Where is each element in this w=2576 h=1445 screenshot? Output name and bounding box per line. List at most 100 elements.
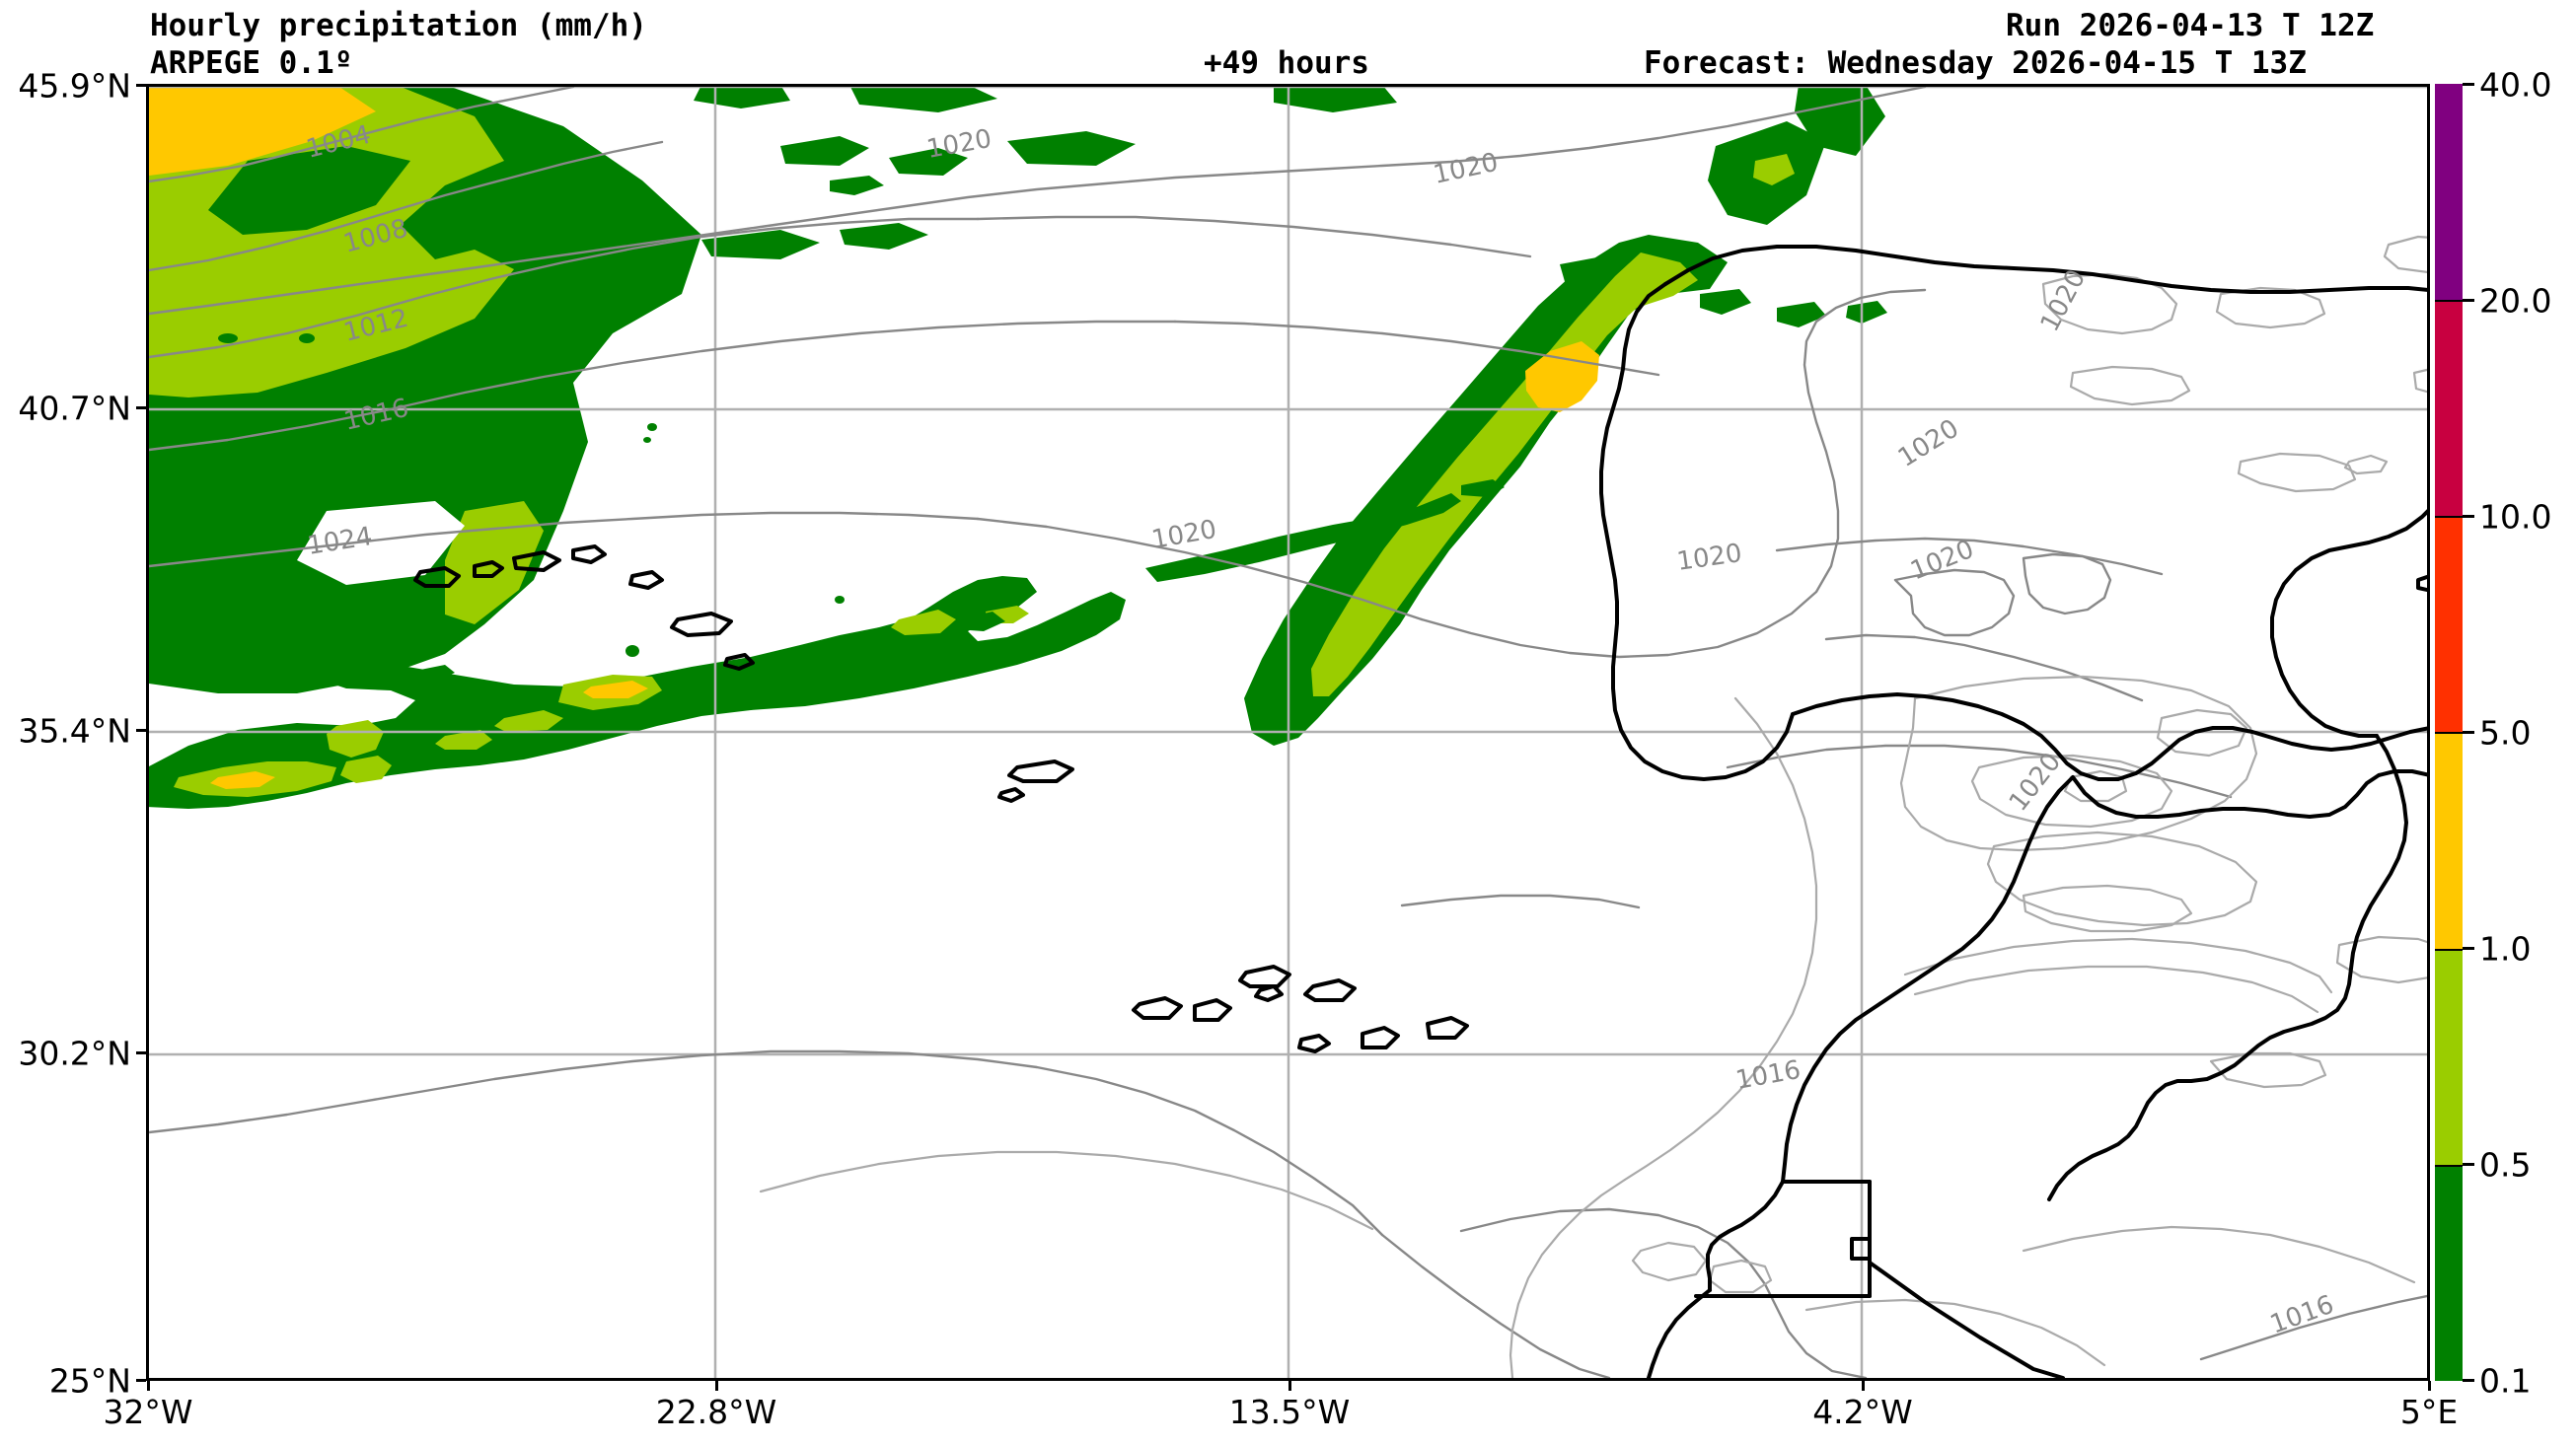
precip-cell-north-2 <box>850 87 997 112</box>
map-canvas: 1004 1008 1012 1016 1024 1020 1020 1020 … <box>149 87 2427 1378</box>
precip-region-nw-atlantic-0p5 <box>149 87 514 397</box>
iberia-inland-1 <box>2041 272 2178 335</box>
coast-iberia-south <box>1791 692 2427 781</box>
isobar-1020-mid <box>1173 320 1660 377</box>
model-label: ARPEGE 0.1º <box>150 45 353 81</box>
precip-dot-3 <box>218 333 238 343</box>
ytick-mark-1 <box>136 406 146 409</box>
map-plot-area[interactable]: 1004 1008 1012 1016 1024 1020 1020 1020 … <box>146 84 2430 1381</box>
island-madeira-2 <box>997 787 1025 803</box>
island-azores-1 <box>413 566 461 588</box>
isobar-label-1020-e: 1020 <box>1149 515 1218 555</box>
coast-wsahara <box>1706 1180 1785 1292</box>
isobar-1024 <box>149 511 980 568</box>
precipitation-colorbar[interactable] <box>2435 84 2463 1381</box>
secondary-coastlines <box>759 235 2427 1378</box>
xtick-mark-1 <box>715 1381 718 1391</box>
isobar-1020-morocco-d <box>1824 633 2144 702</box>
balearic-1 <box>2412 368 2427 394</box>
precip-dot-4 <box>647 423 657 431</box>
atlas-chain-2 <box>1913 965 2319 1014</box>
isobar-1012 <box>149 217 980 359</box>
precip-dot-1 <box>285 389 297 397</box>
precip-region-front-cell-4 <box>1461 479 1505 497</box>
morocco-inland-5 <box>1986 831 2258 927</box>
cbtick-40 <box>2463 83 2474 86</box>
ytick-label-25: 25°N <box>48 1361 131 1401</box>
cblabel-0p5: 0.5 <box>2479 1145 2532 1185</box>
precip-region-front-cell-2 <box>956 612 1005 631</box>
lead-time-label: +49 hours <box>1204 45 1369 81</box>
isobar-1020-morocco-b <box>1893 568 2016 637</box>
island-canary-2 <box>1193 998 1232 1022</box>
precip-dot-5 <box>643 437 651 443</box>
border-wsahara-diagonal <box>1868 1261 2065 1378</box>
isobar-1016-east <box>2199 1294 2427 1361</box>
precip-region-iberia-1p0 <box>1525 341 1599 412</box>
morocco-inland-1 <box>1899 675 2258 852</box>
island-canary-1 <box>1132 996 1183 1020</box>
precip-region-iberia-0p5 <box>1311 253 1698 696</box>
isobar-label-1020-g: 1020 <box>1675 539 1744 577</box>
cblabel-1: 1.0 <box>2479 929 2532 969</box>
precip-cell-biscay-6 <box>1700 289 1751 315</box>
ytick-label-30p2: 30.2°N <box>18 1034 131 1073</box>
isobar-label-1020-b: 1020 <box>1431 148 1501 190</box>
isobar-label-1016-s: 1016 <box>1733 1055 1803 1096</box>
canary-grey-2 <box>1708 1259 1773 1294</box>
isobar-1020-atl <box>1420 288 1927 659</box>
precip-cell-atl-d <box>1007 131 1136 166</box>
xtick-mark-2 <box>1288 1381 1291 1391</box>
precip-cell-north-3 <box>1274 87 1397 112</box>
cbtick-10 <box>2463 515 2474 518</box>
border-morocco-algeria <box>2047 734 2408 1201</box>
island-madeira <box>1007 759 1074 783</box>
isobar-contours <box>149 87 2427 1378</box>
ytick-mark-3 <box>136 1051 146 1054</box>
cblabel-0p1: 0.1 <box>2479 1361 2532 1401</box>
isobar-label-1016-e: 1016 <box>2266 1290 2337 1340</box>
cblabel-20: 20.0 <box>2479 281 2552 321</box>
xtick-mark-3 <box>1862 1381 1865 1391</box>
ytick-label-40p7: 40.7°N <box>18 389 131 428</box>
cblabel-5: 5.0 <box>2479 713 2532 753</box>
coast-morocco-north <box>2071 769 2427 819</box>
precip-cell-atl-f <box>840 223 928 250</box>
cbtick-20 <box>2463 299 2474 302</box>
colorbar-segment-0.5-1 <box>2435 948 2463 1165</box>
forecast-validity-label: Forecast: Wednesday 2026-04-15 T 13Z <box>1644 45 2307 81</box>
coast-wsahara-2 <box>1647 1288 1712 1378</box>
ytick-mark-0 <box>136 84 146 87</box>
border-wsahara-notch <box>1850 1237 1872 1261</box>
coast-iberia-north <box>1663 245 2427 294</box>
run-time-label: Run 2026-04-13 T 12Z <box>2006 8 2375 43</box>
island-canary-3 <box>1238 965 1291 988</box>
precip-region-front-0p5-c <box>340 756 392 783</box>
morocco-inland-3 <box>2063 769 2128 803</box>
cbtick-1 <box>2463 947 2474 950</box>
precip-region-nw-atlantic-1p0 <box>149 87 376 176</box>
colorbar-segment-20-40 <box>2435 84 2463 301</box>
grey-sahel <box>1804 1298 2106 1367</box>
xtick-label-13p5w: 13.5°W <box>1228 1393 1351 1431</box>
precip-region-front-cell-1 <box>413 665 455 681</box>
island-cape-verde-sm <box>1254 984 1284 1002</box>
precip-cell-atl-h <box>484 217 528 235</box>
xtick-label-4p2w: 4.2°W <box>1812 1393 1913 1431</box>
ytick-mark-2 <box>136 729 146 732</box>
precip-cell-north-1 <box>694 87 790 108</box>
island-canary-4 <box>1303 978 1357 1002</box>
algeria-inland-2 <box>2209 1051 2327 1089</box>
island-canary-6 <box>1361 1026 1400 1049</box>
isobar-1004 <box>149 87 575 183</box>
precip-dot-2 <box>299 333 315 343</box>
isobar-1016-sahara <box>1459 1207 1868 1378</box>
coast-iberia-west <box>1599 282 1795 781</box>
isobar-1016-south <box>149 1049 1384 1237</box>
mid-atl-grey-ctr <box>759 1150 1374 1231</box>
ytick-mark-4 <box>136 1379 146 1382</box>
precip-region-front-0p5-e <box>494 710 563 732</box>
precipitation-shading <box>149 87 1887 809</box>
precip-cell-atl-e <box>701 230 820 259</box>
precip-dot-front-1 <box>626 645 639 657</box>
